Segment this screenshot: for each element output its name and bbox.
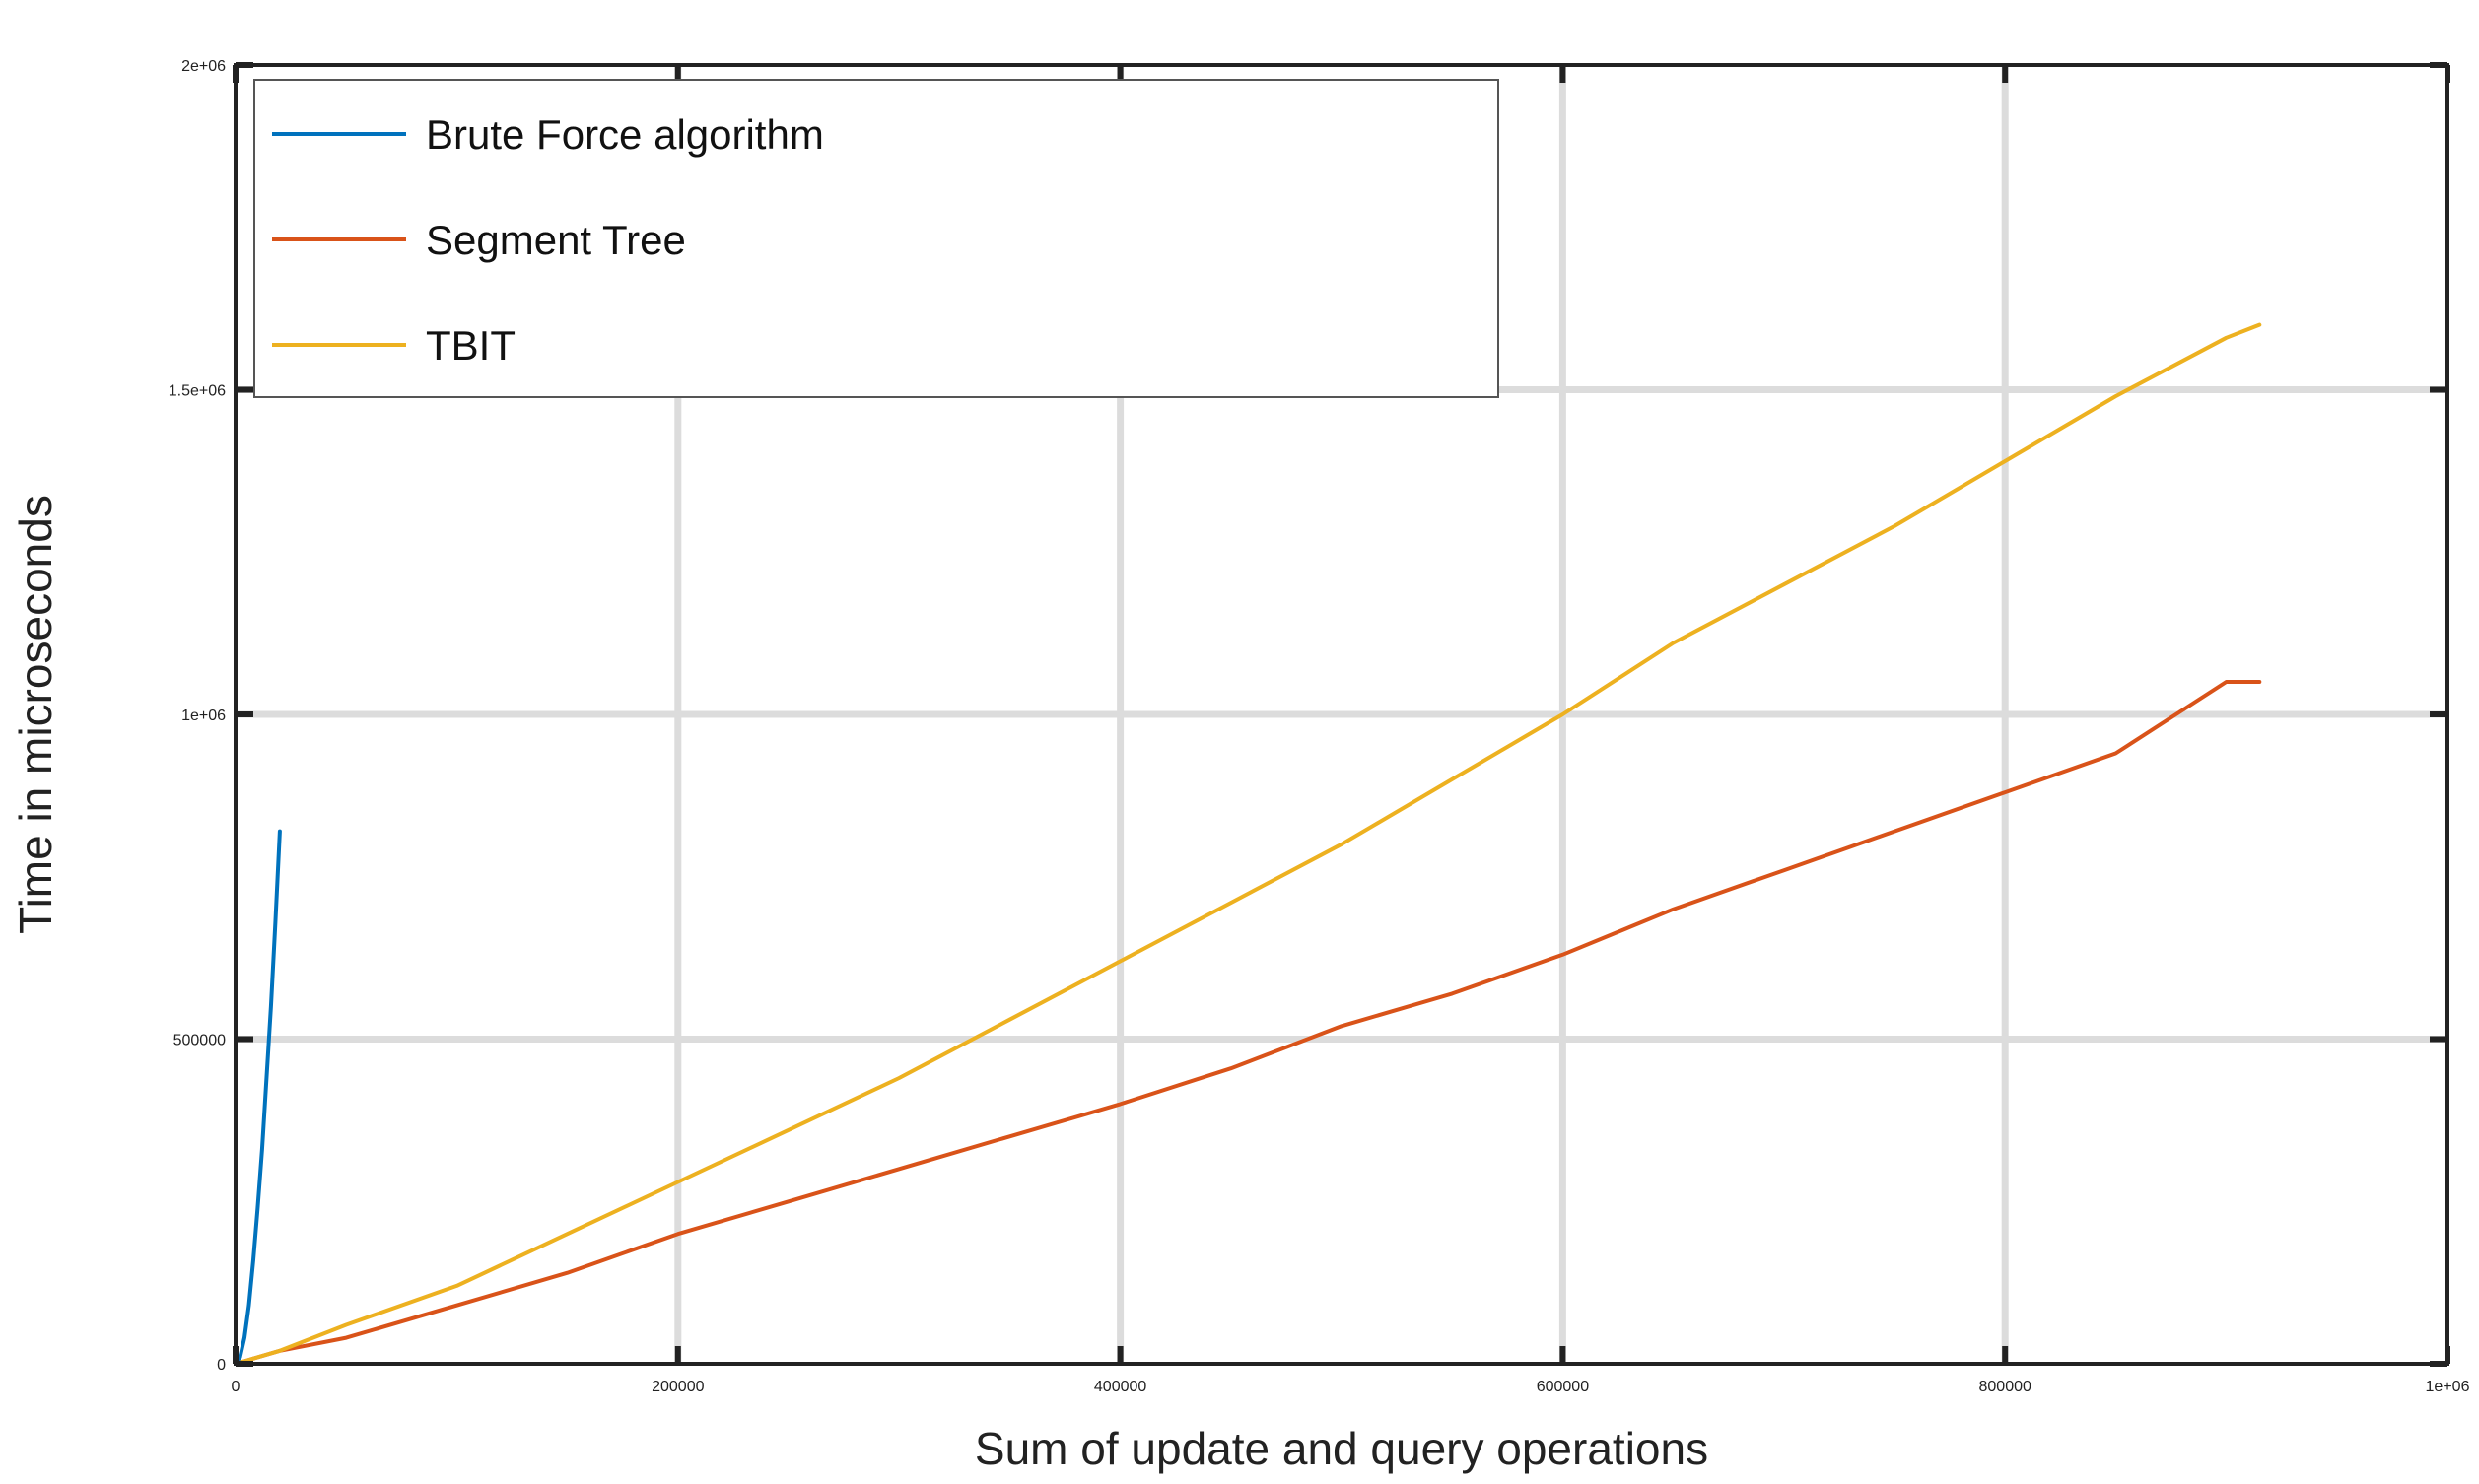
x-tick-label: 800000 xyxy=(1979,1379,2031,1395)
x-tick-label: 400000 xyxy=(1094,1379,1146,1395)
y-tick-label: 1.5e+06 xyxy=(169,383,226,400)
x-tick-label: 200000 xyxy=(652,1379,704,1395)
legend: Brute Force algorithm Segment Tree TBIT xyxy=(253,79,1499,398)
series-lines xyxy=(234,322,2262,1366)
x-axis-label: Sum of update and query operations xyxy=(975,1423,1708,1474)
y-tick-label: 0 xyxy=(217,1357,226,1374)
legend-label: Segment Tree xyxy=(426,217,686,263)
legend-label: TBIT xyxy=(426,322,516,369)
x-tick-label: 600000 xyxy=(1537,1379,1589,1395)
y-tick-label: 500000 xyxy=(173,1033,226,1049)
legend-box xyxy=(253,79,1499,398)
series-line-segment-tree xyxy=(234,680,2262,1366)
series-line-brute-force-algorithm xyxy=(234,829,282,1366)
y-axis-label: Time in microseconds xyxy=(10,495,61,934)
x-tick-label: 1e+06 xyxy=(2426,1379,2470,1395)
axis-ticks: 0 200000 400000 600000 800000 1e+06 0 500000 1e+… xyxy=(169,58,2470,1395)
y-tick-label: 1e+06 xyxy=(181,708,226,724)
legend-label: Brute Force algorithm xyxy=(426,111,824,158)
x-tick-label: 0 xyxy=(232,1379,241,1395)
series-line-tbit xyxy=(234,322,2262,1366)
y-tick-label: 2e+06 xyxy=(181,58,226,75)
